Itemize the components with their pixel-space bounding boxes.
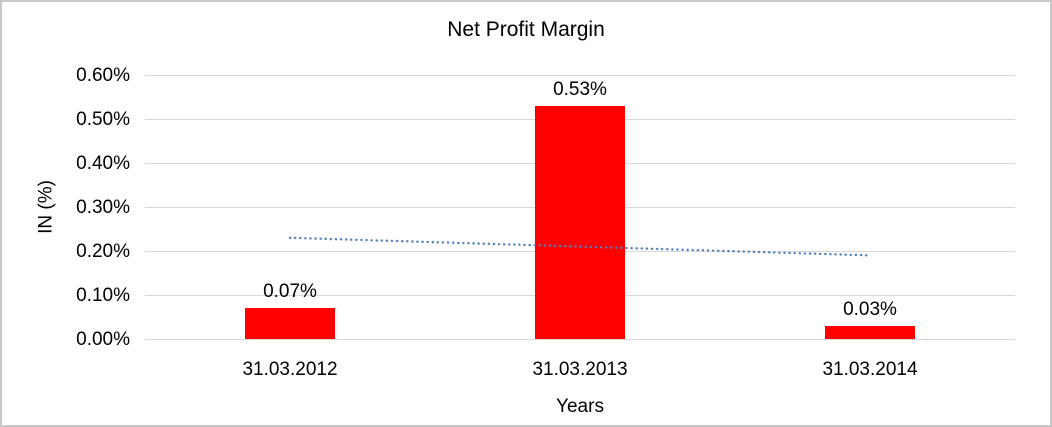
y-tick-label: 0.40% <box>76 153 130 174</box>
y-tick-label: 0.60% <box>76 65 130 86</box>
x-axis-title: Years <box>556 396 604 417</box>
bar-31.03.2012 <box>245 308 335 339</box>
gridline <box>145 338 1015 340</box>
y-tick-label: 0.20% <box>76 241 130 262</box>
y-tick-label: 0.30% <box>76 197 130 218</box>
data-label: 0.03% <box>843 298 897 320</box>
x-tick-label: 31.03.2012 <box>242 359 338 380</box>
y-axis-title: IN (%) <box>35 180 57 234</box>
gridline <box>145 74 1015 76</box>
bar-31.03.2014 <box>825 325 915 339</box>
bar-31.03.2013 <box>535 105 625 339</box>
data-label: 0.07% <box>263 281 317 303</box>
data-label: 0.53% <box>553 78 607 100</box>
y-tick-label: 0.10% <box>76 285 130 306</box>
plot-area <box>145 74 1015 340</box>
chart-title: Net Profit Margin <box>447 18 605 41</box>
y-tick-label: 0.50% <box>76 109 130 130</box>
x-tick-label: 31.03.2013 <box>532 359 628 380</box>
x-tick-label: 31.03.2014 <box>822 359 918 380</box>
y-tick-label: 0.00% <box>76 329 130 350</box>
